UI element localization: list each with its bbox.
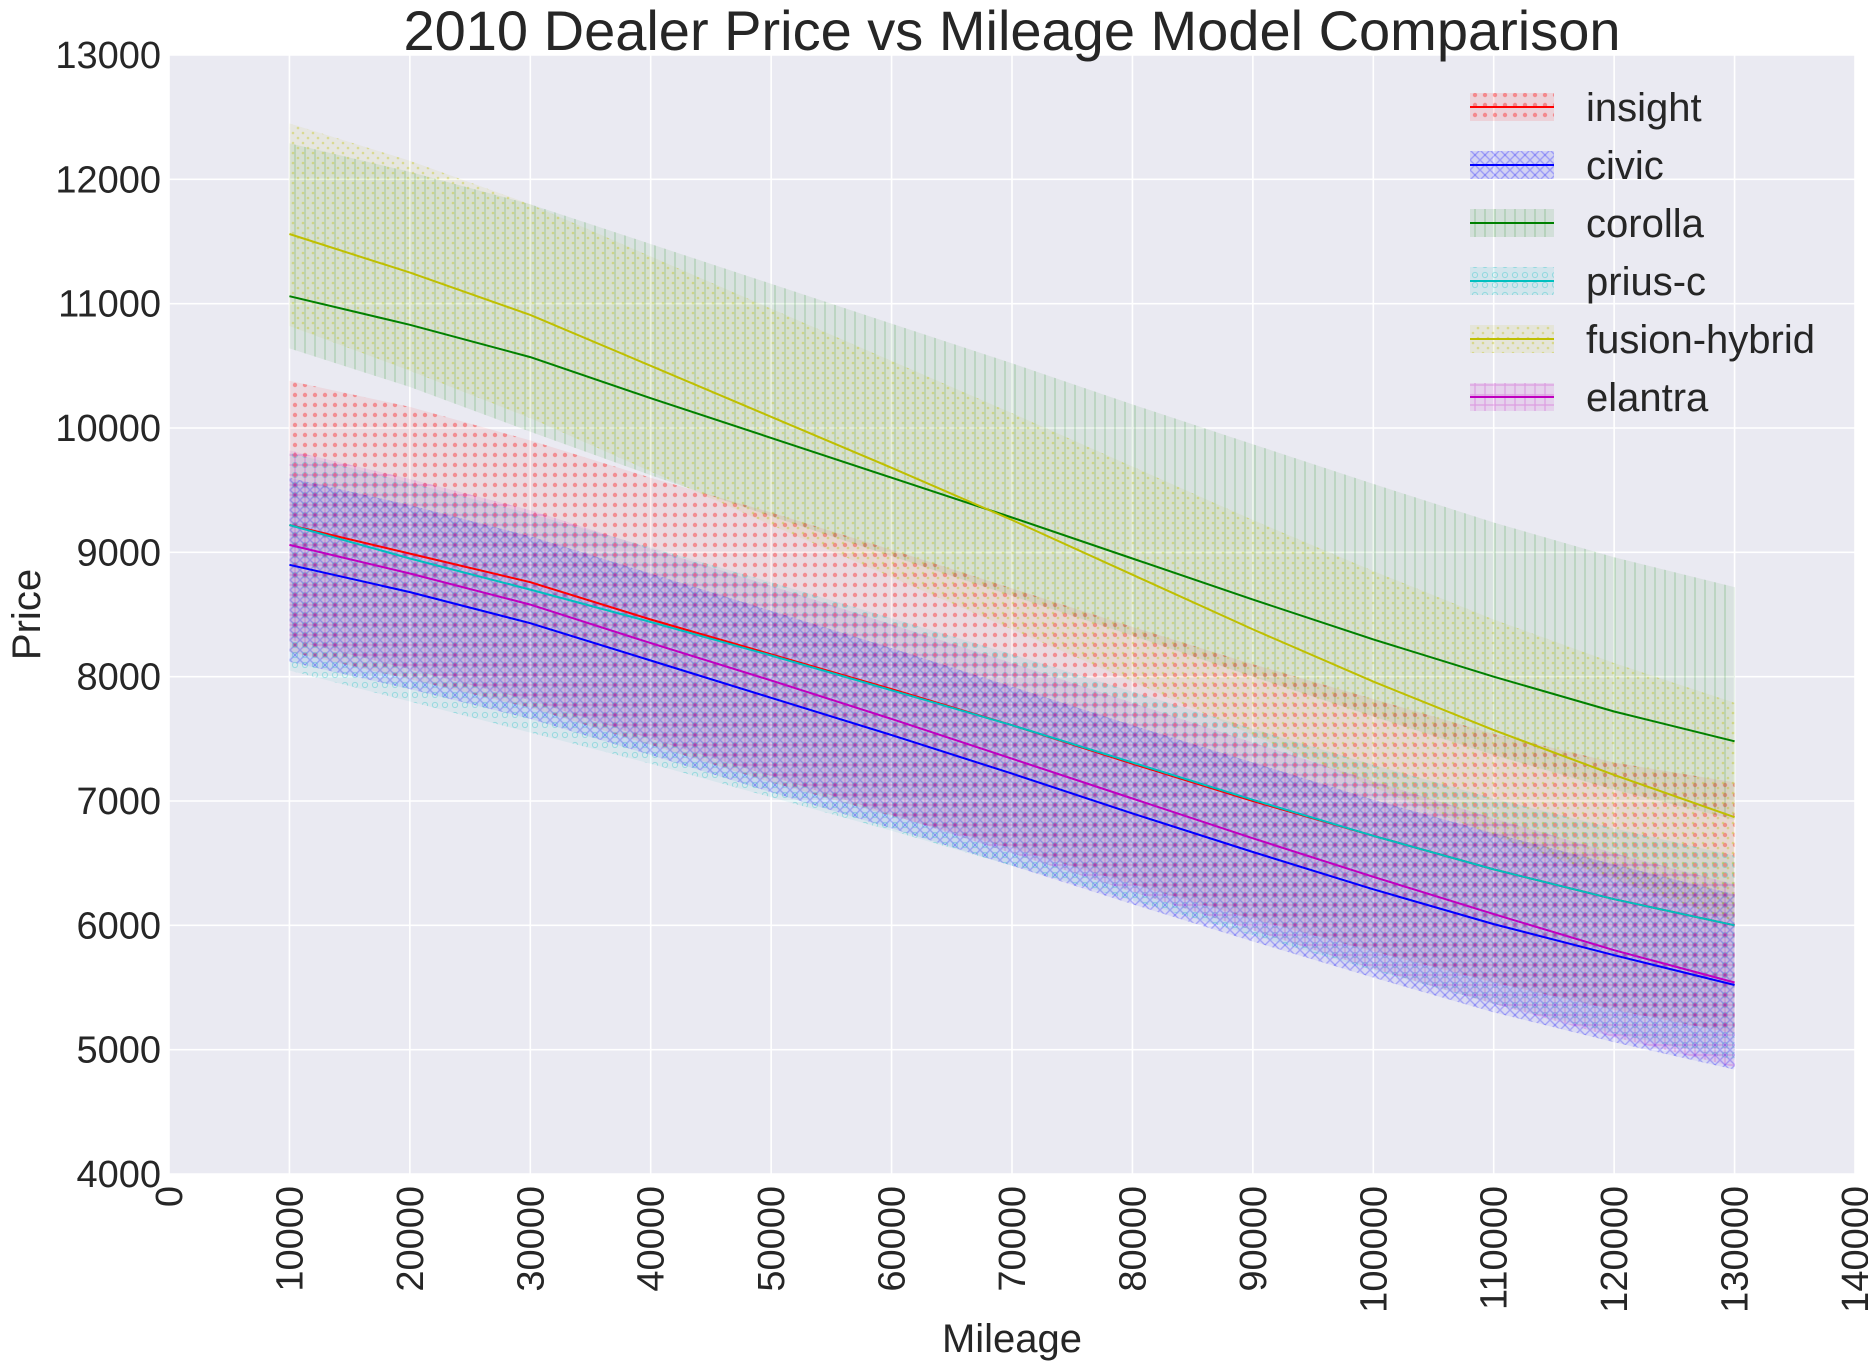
x-tick-label: 130000 [1715,1186,1757,1313]
legend-label: corolla [1586,202,1705,246]
line-fusion-hybrid [289,233,1735,819]
x-tick-label: 90000 [1233,1186,1275,1292]
legend-label: fusion-hybrid [1586,318,1815,362]
x-tick-label: 30000 [510,1186,552,1292]
x-tick-label: 70000 [992,1186,1034,1292]
x-tick-label: 80000 [1112,1186,1154,1292]
legend-label: elantra [1586,376,1709,420]
series-lines [289,233,1735,986]
legend-item-insight: insight [1470,86,1702,130]
x-tick-label: 40000 [631,1186,673,1292]
y-tick-label: 12000 [55,159,161,201]
legend-item-corolla: corolla [1470,202,1705,246]
legend-item-civic: civic [1470,144,1664,188]
line-prius-c [289,524,1735,927]
y-tick-label: 11000 [58,284,161,326]
line-elantra [289,543,1735,984]
x-tick-label: 10000 [269,1186,311,1292]
y-tick-label: 7000 [76,781,161,823]
line-civic [289,563,1735,986]
y-tick-label: 10000 [55,408,161,450]
legend-item-elantra: elantra [1470,376,1709,420]
band-fusion-hybrid [289,123,1735,922]
x-tick-label: 60000 [872,1186,914,1292]
y-tick-label: 9000 [76,532,161,574]
y-tick-labels: 4000 5000 6000 7000 8000 9000 10000 11000 12000 1… [55,35,161,1196]
x-tick-labels: 0 10000 20000 30000 40000 50000 60000 70000 8000… [149,1186,1868,1313]
legend: insight civic corolla prius-c fusion-hybrid e… [1470,86,1815,420]
line-corolla [289,295,1735,743]
x-tick-label: 20000 [390,1186,432,1292]
legend-item-fusion-hybrid: fusion-hybrid [1470,318,1815,362]
x-tick-label: 100000 [1353,1186,1395,1313]
x-tick-label: 110000 [1474,1186,1516,1310]
legend-label: civic [1586,144,1664,188]
y-tick-label: 4000 [76,1154,161,1196]
y-axis-label: Price [5,569,49,660]
x-tick-label: 50000 [751,1186,793,1292]
legend-label: prius-c [1586,260,1706,304]
y-tick-label: 13000 [55,35,161,77]
chart-title: 2010 Dealer Price vs Mileage Model Compa… [403,0,1620,62]
legend-label: insight [1586,86,1702,130]
legend-item-prius-c: prius-c [1470,260,1706,304]
y-tick-label: 5000 [76,1030,161,1072]
y-tick-label: 6000 [76,905,161,947]
x-tick-label: 140000 [1835,1186,1868,1313]
x-tick-label: 120000 [1594,1186,1636,1313]
x-tick-label: 0 [149,1186,191,1207]
x-axis-label: Mileage [942,1317,1082,1361]
y-tick-label: 8000 [76,657,161,699]
